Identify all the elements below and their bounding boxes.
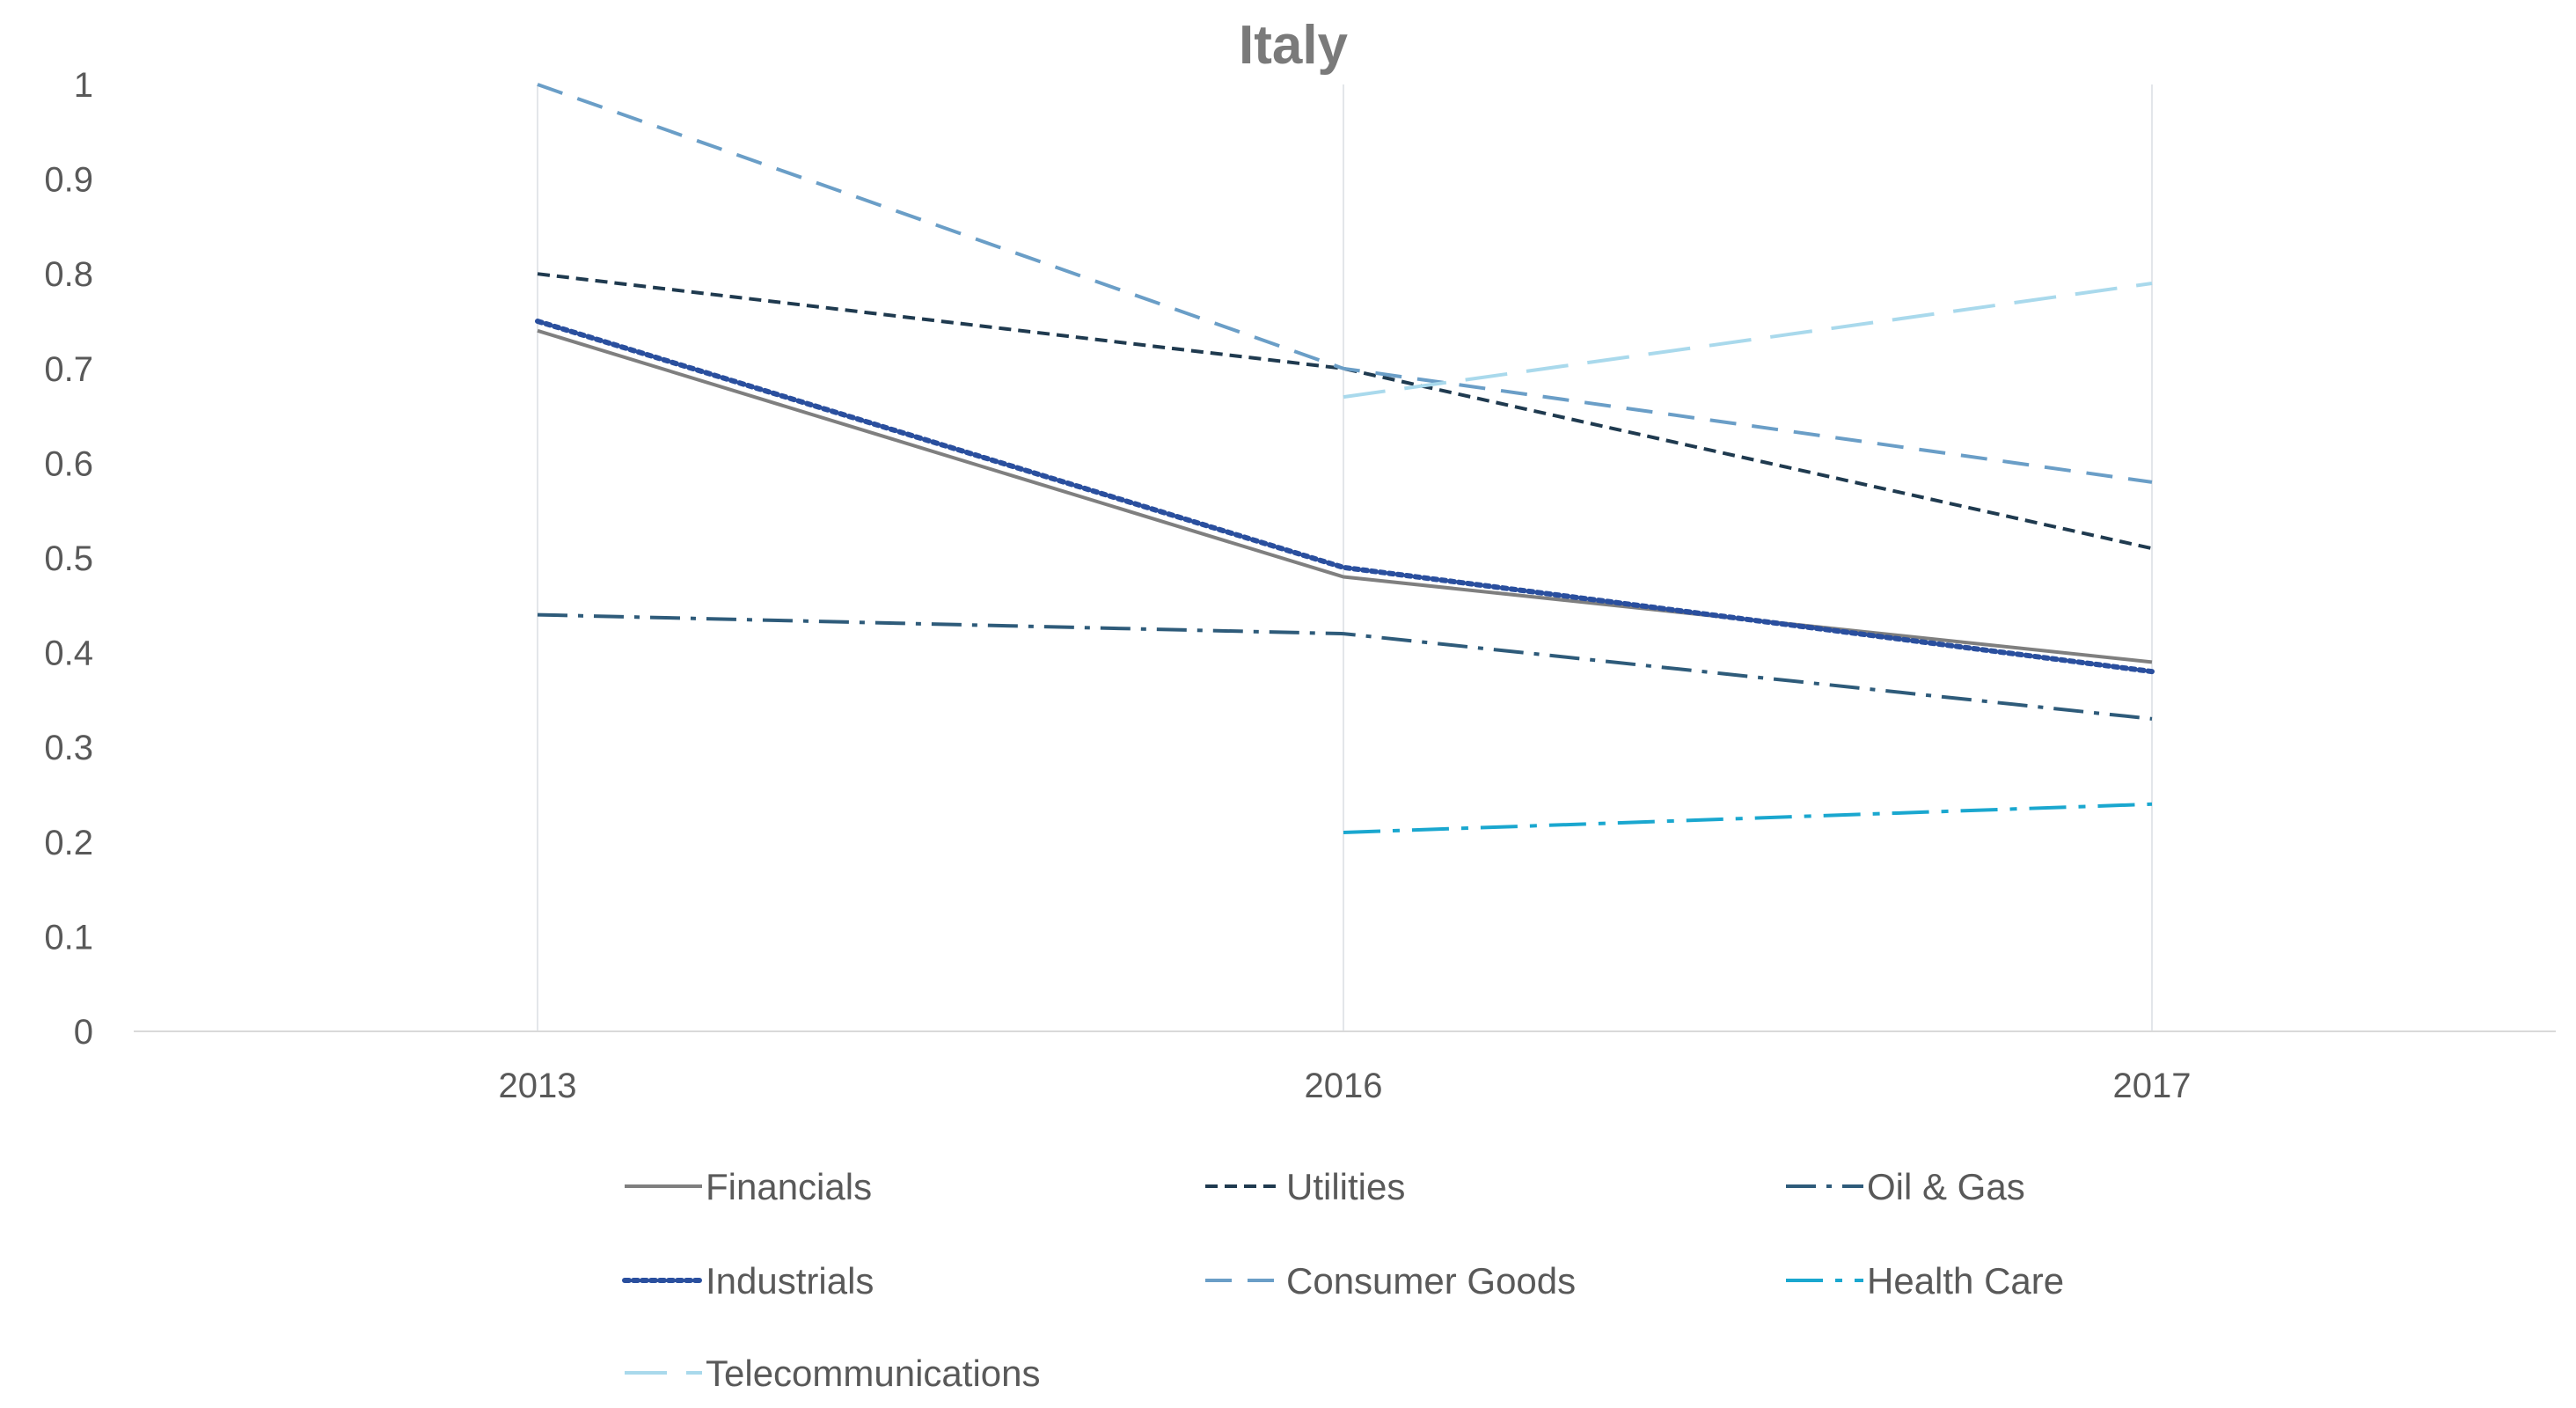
y-tick-label: 0.6	[44, 444, 93, 483]
y-axis: 0 0.1 0.2 0.3 0.4 0.5 0.6 0.7 0.8 0.9 1	[44, 66, 93, 1052]
legend-label: Financials	[706, 1166, 872, 1207]
legend-item-financials: Financials	[625, 1166, 872, 1207]
legend-label: Health Care	[1867, 1260, 2064, 1302]
y-tick-label: 0.8	[44, 255, 93, 294]
y-tick-label: 0.2	[44, 824, 93, 862]
x-axis: 2013 2016 2017	[134, 1030, 2556, 1105]
series-line-utilities	[537, 272, 2153, 551]
series-line-health-care	[1343, 802, 2153, 834]
series-lines	[535, 83, 2155, 834]
y-tick-label: 0.9	[44, 161, 93, 200]
y-tick-label: 0.3	[44, 729, 93, 767]
legend-item-oil-gas: Oil & Gas	[1786, 1166, 2025, 1207]
x-tick-label: 2013	[499, 1067, 577, 1105]
series-line-financials	[537, 328, 2153, 664]
legend-item-telecommunications: Telecommunications	[625, 1353, 1041, 1394]
legend-label: Utilities	[1286, 1166, 1405, 1207]
y-tick-label: 0.4	[44, 634, 93, 673]
y-tick-label: 0.1	[44, 918, 93, 957]
chart-title: Italy	[1239, 15, 1349, 76]
y-tick-label: 0.7	[44, 350, 93, 389]
legend-label: Industrials	[706, 1260, 874, 1302]
legend-item-industrials: Industrials	[622, 1260, 874, 1302]
x-tick-label: 2017	[2113, 1067, 2192, 1105]
series-line-consumer-goods	[537, 83, 2153, 484]
x-tick-label: 2016	[1305, 1067, 1383, 1105]
series-line-oil-gas	[537, 612, 2153, 721]
y-tick-label: 1	[74, 66, 93, 105]
legend-item-utilities: Utilities	[1205, 1166, 1405, 1207]
y-tick-label: 0.5	[44, 539, 93, 578]
legend-item-consumer-goods: Consumer Goods	[1205, 1260, 1576, 1302]
legend-label: Consumer Goods	[1286, 1260, 1576, 1302]
legend-label: Telecommunications	[706, 1353, 1041, 1394]
legend-item-health-care: Health Care	[1786, 1260, 2064, 1302]
legend: Financials Utilities Oil & Gas Industrials C…	[622, 1166, 2064, 1394]
series-line-telecommunications	[1343, 282, 2153, 400]
series-line-industrials	[535, 319, 2155, 675]
legend-label: Oil & Gas	[1867, 1166, 2025, 1207]
y-tick-label: 0	[74, 1013, 93, 1052]
gridlines	[537, 84, 2153, 1031]
